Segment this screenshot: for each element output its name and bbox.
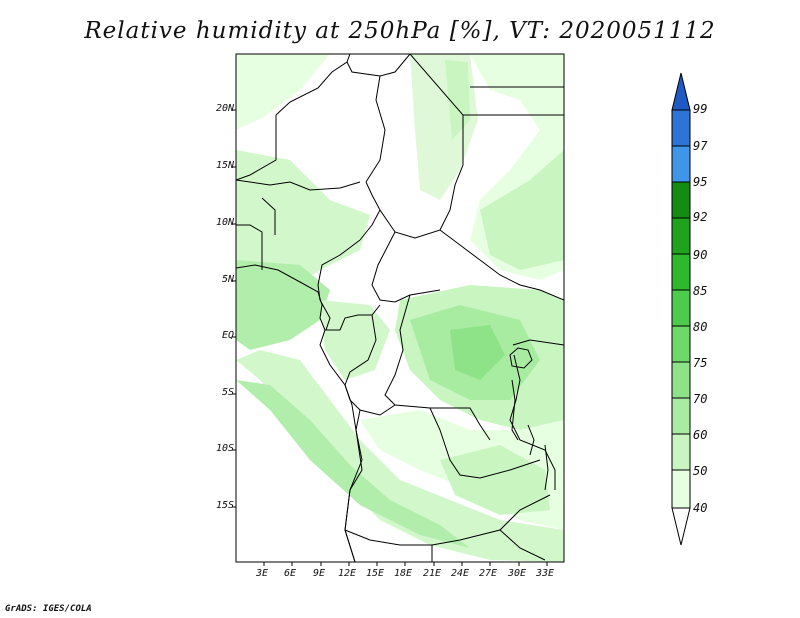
colorbar-label: 80: [693, 320, 708, 334]
lat-label: 10S: [215, 443, 234, 454]
colorbar-label: 75: [693, 356, 708, 370]
lon-label: 15E: [366, 568, 385, 579]
colorbar-label: 90: [693, 248, 708, 262]
colorbar-label: 40: [693, 501, 708, 515]
colorbar-top-arrow: [671, 72, 691, 111]
lon-label: 18E: [394, 568, 413, 579]
lon-label: 9E: [313, 568, 326, 579]
lon-label: 3E: [256, 568, 269, 579]
colorbar-label: 99: [693, 102, 708, 116]
lon-label: 6E: [284, 568, 297, 579]
axis-ticks: [232, 109, 548, 566]
lon-label: 24E: [451, 568, 470, 579]
lon-label: 21E: [423, 568, 442, 579]
lat-label: 15S: [215, 500, 234, 511]
lat-label: 10N: [215, 217, 234, 228]
lat-label: EQ: [221, 330, 234, 341]
colorbar-label: 92: [693, 210, 708, 224]
coastline: [236, 264, 363, 562]
lat-label: 5N: [221, 274, 234, 285]
colorbar-label: 95: [693, 175, 708, 189]
lat-label: 15N: [215, 160, 234, 171]
colorbar-label: 70: [693, 392, 708, 406]
lon-label: 33E: [536, 568, 555, 579]
colorbar-label: 85: [693, 284, 708, 298]
colorbar-bottom-arrow: [671, 507, 691, 546]
lon-label: 12E: [338, 568, 357, 579]
colorbar-label: 60: [693, 428, 708, 442]
colorbar-label: 50: [693, 464, 708, 478]
lakes: [509, 347, 549, 491]
colorbar-label: 97: [693, 139, 708, 153]
credit-text: GrADS: IGES/COLA: [5, 604, 92, 614]
lon-label: 27E: [479, 568, 498, 579]
map-frame: [235, 53, 565, 563]
lat-label: 20N: [215, 103, 234, 114]
lon-label: 30E: [508, 568, 527, 579]
colorbar: [671, 72, 691, 546]
humidity-shading: [236, 54, 564, 562]
lat-label: 5S: [221, 387, 234, 398]
map-title: Relative humidity at 250hPa [%], VT: 202…: [84, 18, 716, 44]
